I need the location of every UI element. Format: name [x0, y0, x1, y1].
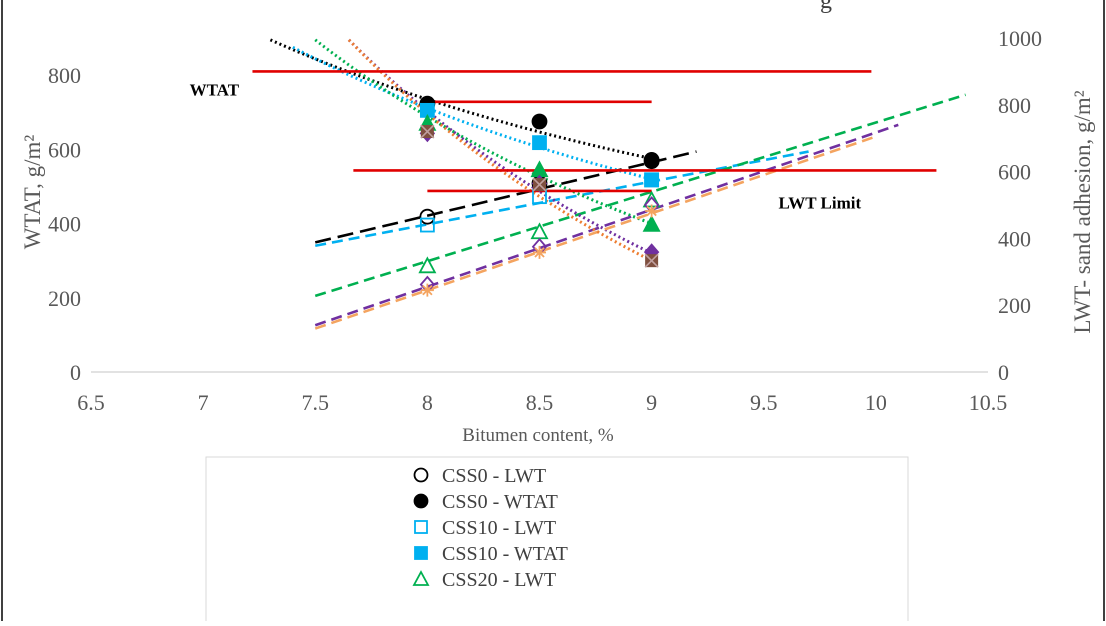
y-right-tick-label: 1000 — [998, 26, 1042, 51]
data-point — [533, 136, 546, 149]
annotation-label: WTAT — [190, 81, 240, 100]
data-point — [415, 495, 428, 508]
data-point — [645, 254, 658, 267]
x-tick-label: 10 — [865, 390, 887, 415]
legend-entry-label: CSS0 - LWT — [442, 465, 546, 487]
x-tick-label: 7 — [198, 390, 209, 415]
legend-box — [206, 457, 908, 621]
y-right-tick-label: 200 — [998, 293, 1031, 318]
data-point — [533, 178, 546, 191]
x-tick-label: 9 — [646, 390, 657, 415]
y-left-axis-title: WTAT, g/m² — [20, 135, 45, 250]
x-tick-label: 8 — [422, 390, 433, 415]
data-point — [645, 154, 659, 168]
legend-entry-label: CSS20 - LWT — [442, 569, 556, 591]
x-tick-label: 7.5 — [302, 390, 330, 415]
y-right-tick-label: 800 — [998, 93, 1031, 118]
y-right-axis-title: LWT- sand adhesion, g/m² — [1070, 90, 1095, 333]
y-left-tick-label: 800 — [48, 63, 81, 88]
data-point — [421, 284, 434, 297]
data-point — [533, 115, 547, 129]
y-left-tick-label: 0 — [70, 360, 81, 385]
y-left-tick-label: 400 — [48, 212, 81, 237]
y-left-tick-label: 600 — [48, 137, 81, 162]
y-right-tick-label: 400 — [998, 226, 1031, 251]
x-tick-label: 10.5 — [969, 390, 1008, 415]
legend-entry-label: CSS10 - WTAT — [442, 543, 568, 565]
y-right-tick-label: 0 — [998, 360, 1009, 385]
legend-entry-label: CSS10 - LWT — [442, 517, 556, 539]
data-point — [645, 173, 658, 186]
x-axis-title: Bitumen content, % — [462, 425, 614, 446]
legend-entry-label: CSS0 - WTAT — [442, 491, 558, 513]
annotation-label: LWT Limit — [778, 194, 861, 213]
data-point — [421, 125, 434, 138]
y-right-tick-label: 600 — [998, 160, 1031, 185]
x-tick-label: 9.5 — [750, 390, 778, 415]
y-left-tick-label: 200 — [48, 286, 81, 311]
x-tick-label: 8.5 — [526, 390, 554, 415]
chart-title-partial: g — [820, 0, 832, 14]
x-tick-label: 6.5 — [77, 390, 105, 415]
data-point — [415, 547, 427, 559]
